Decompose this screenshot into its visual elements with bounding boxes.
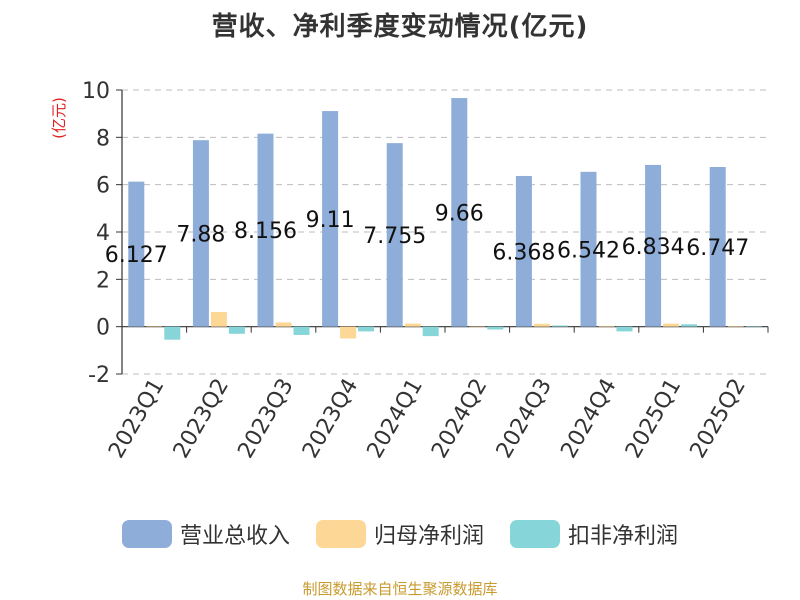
y-tick-label: 0 [96,316,110,341]
net-profit-bar[interactable] [210,311,227,327]
x-tick-label: 2023Q1 [104,375,169,463]
revenue-data-label: 9.66 [435,201,484,226]
net-profit-bar[interactable] [727,325,744,327]
revenue-data-label: 7.755 [363,224,426,249]
legend-item-revenue[interactable]: 营业总收入 [121,518,290,550]
revenue-data-label: 6.127 [105,243,168,268]
x-tick-label: 2024Q2 [427,375,492,463]
revenue-data-label: 8.156 [234,219,297,244]
net-profit-bar[interactable] [404,323,421,327]
revenue-bar[interactable] [515,175,532,327]
revenue-data-label: 7.88 [176,222,225,247]
y-tick-label: -2 [88,363,110,388]
revenue-bar[interactable] [645,164,662,327]
revenue-bar[interactable] [386,143,403,327]
deducted-net-profit-bar[interactable] [422,326,439,337]
x-tick-label: 2023Q2 [169,375,234,463]
grid-lines [122,89,768,375]
revenue-data-label: 6.542 [557,238,620,263]
net-profit-bar[interactable] [340,326,357,339]
legend-item-deducted-net-profit[interactable]: 扣非净利润 [510,518,678,550]
revenue-bar[interactable] [128,181,145,327]
deducted-net-profit-bar[interactable] [228,326,245,334]
revenue-bar[interactable] [451,98,468,327]
legend-label-net-profit: 归母净利润 [373,524,484,549]
deducted-net-profit-bar[interactable] [681,324,698,327]
deducted-net-profit-bar[interactable] [745,326,762,327]
y-tick-label: 2 [96,268,110,293]
x-tick-label: 2024Q1 [363,375,428,463]
deducted-net-profit-bar[interactable] [551,325,568,327]
revenue-bar[interactable] [322,111,339,327]
deducted-net-profit-bar[interactable] [616,326,633,332]
deducted-net-profit-bar[interactable] [358,326,375,332]
revenue-bar[interactable] [192,140,209,327]
revenue-bar[interactable] [580,171,597,327]
revenue-bar[interactable] [709,166,726,327]
legend-swatch-deducted-net-profit [510,520,560,548]
deducted-net-profit-bar[interactable] [164,326,181,340]
legend-label-deducted-net-profit: 扣非净利润 [568,524,679,549]
legend-swatch-revenue [121,520,172,548]
legend: 营业总收入 归母净利润 扣非净利润 [0,518,800,550]
legend-item-net-profit[interactable]: 归母净利润 [315,518,484,550]
revenue-data-label: 6.747 [686,236,749,261]
net-profit-bar[interactable] [146,326,163,327]
revenue-data-label: 9.11 [306,208,355,233]
legend-label-revenue: 营业总收入 [179,524,290,549]
chart-title: 营收、净利季度变动情况(亿元) [211,12,589,42]
revenue-data-label: 6.368 [492,240,555,265]
net-profit-bar[interactable] [663,323,680,327]
x-tick-label: 2024Q3 [492,375,557,463]
net-profit-bar[interactable] [469,326,486,328]
y-tick-label: 6 [96,174,110,199]
y-tick-label: 8 [96,126,110,151]
deducted-net-profit-bar[interactable] [487,326,504,330]
x-tick-label: 2023Q4 [298,375,363,463]
net-profit-bar[interactable] [275,322,292,327]
revenue-bar[interactable] [257,133,274,327]
deducted-net-profit-bar[interactable] [293,326,310,335]
x-tick-label: 2025Q2 [686,375,751,463]
net-profit-bar[interactable] [598,325,615,327]
source-note: 制图数据来自恒生聚源数据库 [302,580,498,598]
revenue-data-label: 6.834 [622,235,685,260]
y-tick-label: 10 [82,79,110,104]
y-tick-label: 4 [96,221,110,246]
x-tick-label: 2023Q3 [233,375,298,463]
x-tick-label: 2024Q4 [556,375,621,463]
x-tick-label: 2025Q1 [621,375,686,463]
data-labels: 6.127 7.88 8.156 9.11 7.755 9.66 6.368 6.542 6.8… [105,201,749,268]
bars [128,98,762,340]
legend-swatch-net-profit [315,520,366,548]
y-axis-label: (亿元) [50,97,68,139]
net-profit-bar[interactable] [533,323,550,327]
